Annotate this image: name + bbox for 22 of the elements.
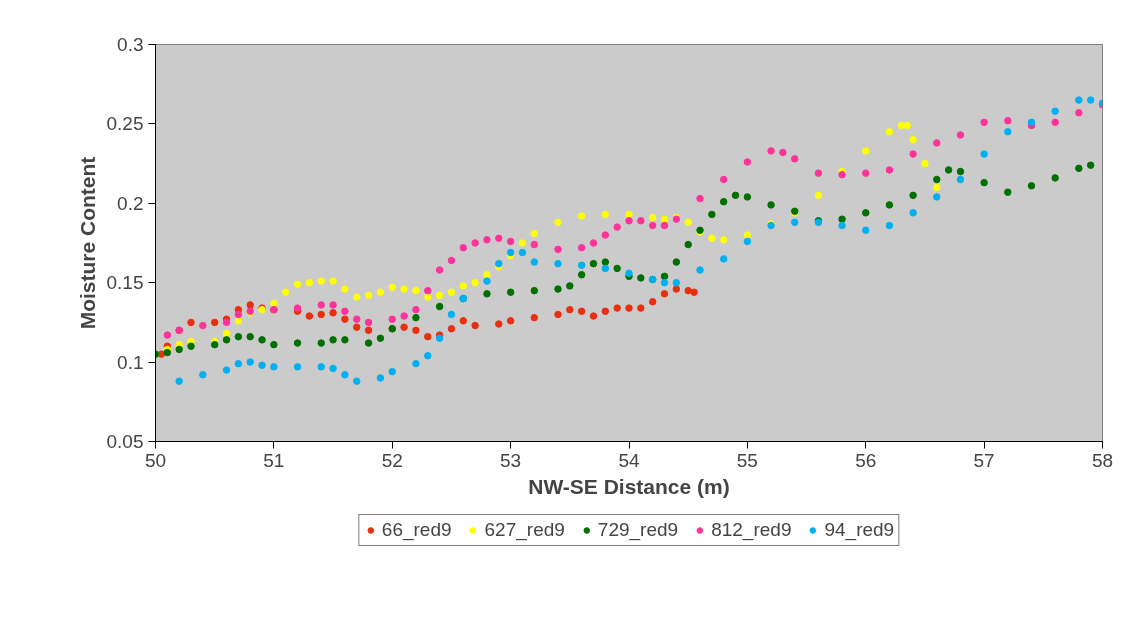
y-tick-label: 0.05 [106, 431, 144, 452]
x-tick-label: 52 [381, 449, 403, 471]
y-tick-label: 0.25 [106, 113, 144, 135]
x-tick-label: 56 [855, 449, 877, 471]
legend-label: 94_red9 [824, 519, 895, 541]
x-tick-label: 50 [144, 449, 167, 471]
x-tick-label: 55 [736, 449, 758, 471]
x-tick-label: 54 [618, 449, 640, 471]
x-tick-label: 53 [500, 449, 522, 471]
legend-label: 66_red9 [381, 519, 452, 541]
legend-label: 812_red9 [711, 519, 792, 541]
y-tick-label: 0.2 [117, 192, 144, 214]
y-axis-title: Moisture Content [75, 156, 99, 330]
x-tick-label: 51 [263, 449, 285, 471]
x-tick-label: 58 [1091, 449, 1114, 471]
y-tick-label: 0.15 [106, 272, 144, 294]
legend-label: 729_red9 [597, 519, 679, 541]
x-axis-title: NW-SE Distance (m) [528, 474, 730, 498]
y-tick-label: 0.1 [117, 351, 144, 373]
y-tick-label: 0.3 [117, 34, 144, 55]
x-tick-label: 57 [973, 449, 995, 471]
legend-label: 627_red9 [484, 519, 565, 541]
